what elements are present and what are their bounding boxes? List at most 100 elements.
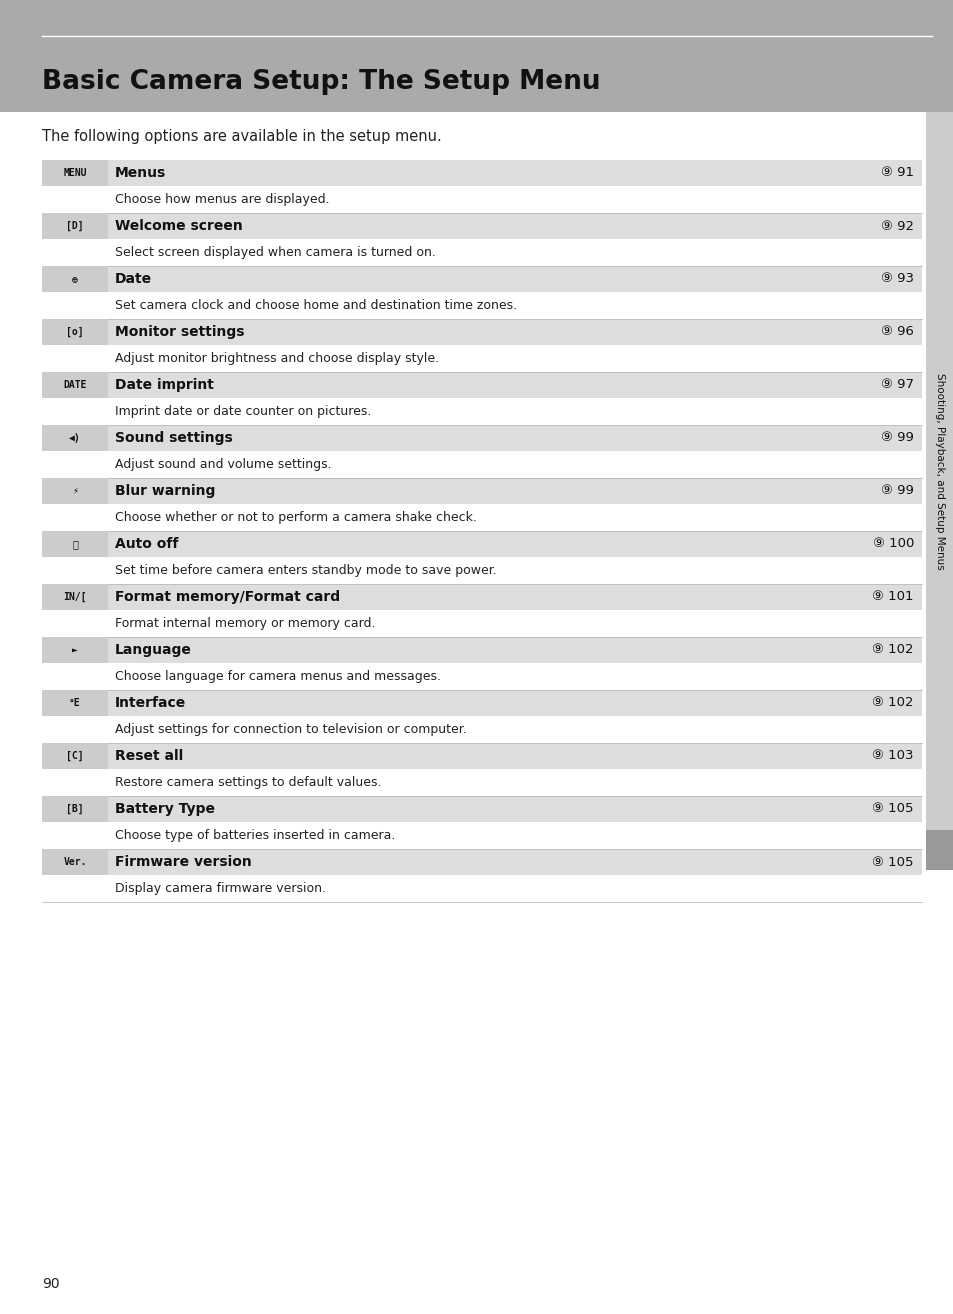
Bar bbox=[42, 796, 108, 823]
Text: Firmware version: Firmware version bbox=[115, 855, 252, 869]
Bar bbox=[42, 610, 921, 637]
Bar bbox=[42, 664, 921, 690]
Text: [o]: [o] bbox=[66, 327, 84, 338]
Text: Choose type of batteries inserted in camera.: Choose type of batteries inserted in cam… bbox=[115, 829, 395, 842]
Bar bbox=[42, 239, 921, 265]
Text: ⑨ 96: ⑨ 96 bbox=[881, 326, 913, 339]
Text: The following options are available in the setup menu.: The following options are available in t… bbox=[42, 129, 441, 143]
Text: Select screen displayed when camera is turned on.: Select screen displayed when camera is t… bbox=[115, 246, 436, 259]
Bar bbox=[42, 346, 921, 372]
Text: ⑨ 100: ⑨ 100 bbox=[872, 537, 913, 551]
Bar bbox=[42, 531, 108, 557]
Text: [B]: [B] bbox=[66, 804, 84, 815]
Bar bbox=[42, 398, 921, 424]
Text: ⑨ 99: ⑨ 99 bbox=[881, 431, 913, 444]
Text: Language: Language bbox=[115, 643, 192, 657]
Text: DATE: DATE bbox=[63, 380, 87, 390]
Text: ⑨ 105: ⑨ 105 bbox=[872, 803, 913, 816]
Text: ⑨ 101: ⑨ 101 bbox=[872, 590, 913, 603]
Text: ⑨ 102: ⑨ 102 bbox=[872, 696, 913, 710]
Bar bbox=[42, 742, 921, 769]
Bar bbox=[42, 637, 108, 664]
Text: Adjust settings for connection to television or computer.: Adjust settings for connection to televi… bbox=[115, 723, 466, 736]
Bar bbox=[42, 690, 108, 716]
Bar bbox=[42, 875, 921, 901]
Bar bbox=[42, 372, 921, 398]
Bar bbox=[42, 160, 921, 187]
Bar bbox=[42, 716, 921, 742]
Text: Adjust monitor brightness and choose display style.: Adjust monitor brightness and choose dis… bbox=[115, 352, 438, 365]
Bar bbox=[42, 769, 921, 796]
Bar bbox=[42, 531, 921, 557]
Text: Menus: Menus bbox=[115, 166, 166, 180]
Bar bbox=[42, 424, 108, 451]
Text: ⑨ 102: ⑨ 102 bbox=[872, 644, 913, 657]
Bar bbox=[925, 830, 953, 870]
Text: ⚡: ⚡ bbox=[72, 486, 78, 495]
Bar bbox=[42, 372, 108, 398]
Text: Restore camera settings to default values.: Restore camera settings to default value… bbox=[115, 777, 381, 788]
Text: ►: ► bbox=[72, 645, 78, 654]
Text: Imprint date or date counter on pictures.: Imprint date or date counter on pictures… bbox=[115, 405, 371, 418]
Text: ⑨ 103: ⑨ 103 bbox=[872, 749, 913, 762]
Text: ⑨ 97: ⑨ 97 bbox=[880, 378, 913, 392]
Text: Set camera clock and choose home and destination time zones.: Set camera clock and choose home and des… bbox=[115, 300, 517, 311]
Bar bbox=[42, 583, 921, 610]
Text: ⊕: ⊕ bbox=[72, 275, 78, 284]
Bar bbox=[42, 292, 921, 319]
Text: Format internal memory or memory card.: Format internal memory or memory card. bbox=[115, 618, 375, 629]
Text: IN/[: IN/[ bbox=[63, 591, 87, 602]
Text: Choose whether or not to perform a camera shake check.: Choose whether or not to perform a camer… bbox=[115, 511, 476, 524]
Bar bbox=[42, 849, 108, 875]
Text: Battery Type: Battery Type bbox=[115, 802, 214, 816]
Text: ⑨ 91: ⑨ 91 bbox=[880, 167, 913, 180]
Bar bbox=[0, 0, 953, 112]
Bar bbox=[42, 478, 108, 505]
Text: Choose language for camera menus and messages.: Choose language for camera menus and mes… bbox=[115, 670, 440, 683]
Text: 90: 90 bbox=[42, 1277, 59, 1290]
Text: ⑨ 99: ⑨ 99 bbox=[881, 485, 913, 498]
Bar bbox=[42, 505, 921, 531]
Text: Basic Camera Setup: The Setup Menu: Basic Camera Setup: The Setup Menu bbox=[42, 70, 600, 95]
Text: Reset all: Reset all bbox=[115, 749, 183, 763]
Text: ⑨ 105: ⑨ 105 bbox=[872, 855, 913, 869]
Bar bbox=[42, 823, 921, 849]
Text: °E: °E bbox=[69, 698, 81, 708]
Bar bbox=[42, 319, 921, 346]
Bar bbox=[42, 849, 921, 875]
Bar bbox=[42, 583, 108, 610]
Text: ⏲: ⏲ bbox=[72, 539, 78, 549]
Text: MENU: MENU bbox=[63, 168, 87, 177]
Text: ⑨ 92: ⑨ 92 bbox=[880, 219, 913, 233]
Text: Adjust sound and volume settings.: Adjust sound and volume settings. bbox=[115, 459, 332, 470]
Bar bbox=[42, 187, 921, 213]
Bar bbox=[42, 213, 108, 239]
Text: [D]: [D] bbox=[66, 221, 84, 231]
Bar bbox=[42, 637, 921, 664]
Text: [C]: [C] bbox=[66, 750, 84, 761]
Bar bbox=[42, 213, 921, 239]
Text: Monitor settings: Monitor settings bbox=[115, 325, 244, 339]
Text: Ver.: Ver. bbox=[63, 857, 87, 867]
Bar bbox=[42, 478, 921, 505]
Text: Sound settings: Sound settings bbox=[115, 431, 233, 445]
Bar bbox=[42, 265, 921, 292]
Text: Interface: Interface bbox=[115, 696, 186, 710]
Bar bbox=[42, 690, 921, 716]
Text: Date: Date bbox=[115, 272, 152, 286]
Bar bbox=[42, 319, 108, 346]
Bar bbox=[42, 557, 921, 583]
Text: Date imprint: Date imprint bbox=[115, 378, 213, 392]
Text: Welcome screen: Welcome screen bbox=[115, 219, 242, 233]
Text: Display camera firmware version.: Display camera firmware version. bbox=[115, 882, 326, 895]
Bar bbox=[42, 451, 921, 478]
Text: ⑨ 93: ⑨ 93 bbox=[880, 272, 913, 285]
Text: Auto off: Auto off bbox=[115, 537, 178, 551]
Bar bbox=[925, 112, 953, 870]
Bar bbox=[42, 160, 108, 187]
Bar bbox=[42, 796, 921, 823]
Text: Shooting, Playback, and Setup Menus: Shooting, Playback, and Setup Menus bbox=[934, 373, 944, 569]
Text: Format memory/Format card: Format memory/Format card bbox=[115, 590, 340, 604]
Bar bbox=[42, 265, 108, 292]
Bar bbox=[42, 742, 108, 769]
